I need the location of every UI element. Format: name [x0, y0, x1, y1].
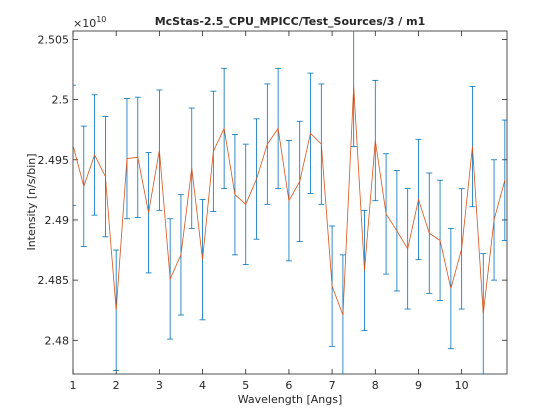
y-tick-label: 2.505 [38, 33, 70, 46]
y-ticks: 2.48 2.485 2.49 2.495 2.5 2.505 [38, 33, 507, 347]
x-axis-label: Wavelength [Angs] [238, 393, 343, 406]
y-axis-exponent-power: 10 [96, 15, 106, 24]
y-tick-label: 2.49 [45, 214, 70, 227]
y-tick-label: 2.48 [45, 334, 70, 347]
x-tick-label: 8 [372, 379, 379, 392]
y-tick-label: 2.485 [38, 274, 70, 287]
x-tick-label: 5 [242, 379, 249, 392]
y-axis-label: Intensity [n/s/bin] [25, 153, 38, 250]
y-tick-label: 2.5 [52, 94, 70, 107]
y-axis-exponent-base: ×10 [73, 17, 96, 30]
series-line [73, 86, 506, 316]
x-tick-label: 9 [415, 379, 422, 392]
x-tick-label: 1 [70, 379, 77, 392]
x-tick-label: 7 [329, 379, 336, 392]
x-ticks: 1 2 3 4 5 6 7 8 9 10 [70, 31, 469, 392]
y-tick-label: 2.495 [38, 154, 70, 167]
x-tick-label: 6 [285, 379, 292, 392]
x-tick-label: 3 [156, 379, 163, 392]
x-tick-label: 4 [199, 379, 206, 392]
y-axis-exponent: ×1010 [73, 15, 106, 30]
plot-area [72, 30, 508, 375]
data-marks [73, 31, 507, 374]
x-tick-label: 10 [455, 379, 469, 392]
x-tick-label: 2 [113, 379, 120, 392]
chart-title: McStas-2.5_CPU_MPICC/Test_Sources/3 / m1 [155, 15, 426, 28]
